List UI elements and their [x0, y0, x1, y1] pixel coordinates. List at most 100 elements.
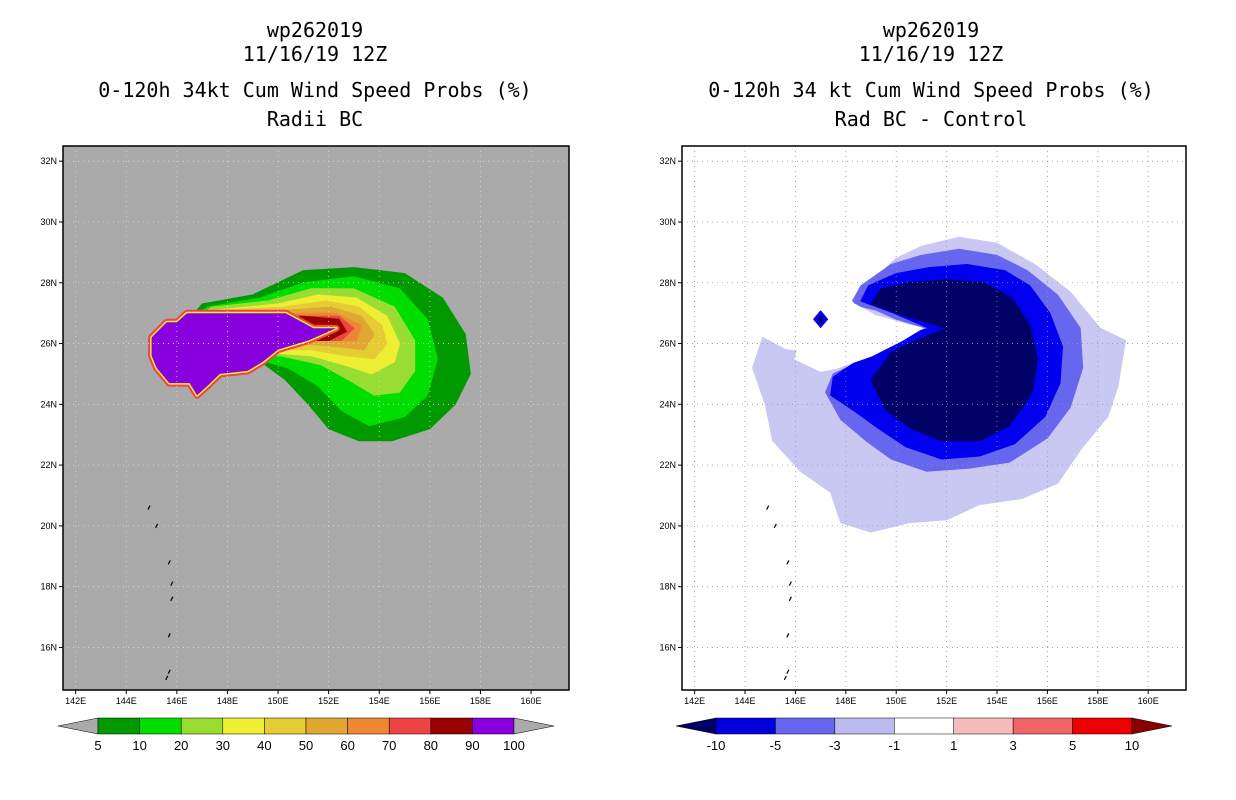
x-tick-label: 142E [65, 696, 86, 706]
x-tick-label: 144E [734, 696, 755, 706]
colorbar-swatch [1072, 717, 1133, 735]
x-tick-label: 160E [521, 696, 542, 706]
y-tick-label: 30N [659, 217, 676, 227]
x-tick-label: 144E [116, 696, 137, 706]
colorbar-swatch [472, 717, 515, 735]
left-title-block: wp262019 11/16/19 12Z 0-120h 34kt Cum Wi… [60, 18, 570, 131]
island-mark [788, 596, 792, 602]
y-tick-label: 18N [40, 582, 57, 592]
colorbar-low-arrow [57, 717, 99, 735]
island-mark [165, 675, 169, 681]
colorbar-swatch [222, 717, 265, 735]
colorbar-high-arrow [1131, 717, 1173, 735]
colorbar-swatch [97, 717, 140, 735]
x-tick-label: 154E [369, 696, 390, 706]
contour-level-100-core [151, 313, 337, 396]
x-tick-label: 152E [936, 696, 957, 706]
map-frame [62, 145, 570, 691]
probability-contours [668, 236, 1126, 681]
island-mark [786, 633, 790, 638]
map-frame [681, 145, 1187, 691]
island-mark [155, 523, 159, 529]
right-colorbar: -10 -5 -3 -1 1 3 5 10 [675, 717, 1173, 753]
y-tick-label: 28N [40, 278, 57, 288]
colorbar-label: 100 [503, 738, 525, 753]
colorbar-label: -1 [889, 738, 901, 753]
island-mark [147, 505, 151, 510]
colorbar-swatch [834, 717, 895, 735]
map-background [63, 146, 569, 690]
island-mark [766, 505, 770, 510]
grid-lines [682, 146, 1186, 690]
island-mark [788, 581, 792, 586]
island-mark [167, 560, 171, 565]
left-map-panel: 142E 144E 146E 148E 150E 152E 154E 156E 158E 160E… [40, 145, 570, 706]
x-tick-label: 156E [1037, 696, 1058, 706]
right-chart-title: 0-120h 34 kt Cum Wind Speed Probs (%) [708, 78, 1154, 102]
y-tick-label: 16N [40, 642, 57, 652]
x-tick-label: 146E [785, 696, 806, 706]
x-tick-label: 148E [835, 696, 856, 706]
colorbar-label: -3 [829, 738, 841, 753]
x-tick-label: 150E [886, 696, 907, 706]
island-mark [167, 669, 171, 675]
y-tick-label: 24N [659, 399, 676, 409]
y-tick-label: 24N [40, 399, 57, 409]
y-tick-label: 16N [659, 642, 676, 652]
colorbar-label: 40 [257, 738, 271, 753]
x-tick-label: 146E [166, 696, 187, 706]
y-tick-label: 32N [659, 156, 676, 166]
colorbar-label: 50 [299, 738, 313, 753]
right-chart-subtitle: Rad BC - Control [834, 107, 1028, 131]
colorbar-label: 20 [174, 738, 188, 753]
contour-level-neg10 [870, 279, 1038, 442]
y-tick-label: 18N [659, 582, 676, 592]
island-mark [170, 581, 174, 586]
colorbar-label: -5 [770, 738, 782, 753]
x-tick-label: 158E [470, 696, 491, 706]
colorbar-label: 5 [1069, 738, 1076, 753]
colorbar-swatch [305, 717, 348, 735]
y-tick-label: 32N [40, 156, 57, 166]
island-mark [49, 311, 51, 315]
island-mark [786, 669, 790, 675]
colorbar-label: 90 [465, 738, 479, 753]
x-tick-label: 148E [217, 696, 238, 706]
colorbar-label: -10 [707, 738, 726, 753]
x-tick-label: 156E [419, 696, 440, 706]
y-tick-label: 26N [40, 339, 57, 349]
island-mark [49, 320, 51, 324]
colorbar-label: 60 [340, 738, 354, 753]
y-tick-label: 26N [659, 339, 676, 349]
island-mark [167, 633, 171, 638]
near-zero-notch-0 [794, 293, 923, 372]
y-tick-label: 30N [40, 217, 57, 227]
right-map-panel: 142E 144E 146E 148E 150E 152E 154E 156E 158E 160E… [659, 145, 1187, 706]
x-tick-label: 142E [684, 696, 705, 706]
colorbar-label: 70 [382, 738, 396, 753]
colorbar-label: 5 [94, 738, 101, 753]
colorbar-label: 30 [216, 738, 230, 753]
colorbar-swatch [264, 717, 307, 735]
left-storm-id: wp262019 [266, 18, 364, 42]
x-tick-label: 158E [1087, 696, 1108, 706]
grid-lines [63, 146, 569, 690]
island-mark [668, 311, 670, 315]
right-datetime: 11/16/19 12Z [858, 42, 1004, 66]
probability-contours [49, 267, 471, 681]
colorbar-swatch [430, 717, 473, 735]
right-title-block: wp262019 11/16/19 12Z 0-120h 34 kt Cum W… [676, 18, 1186, 131]
left-colorbar: 5 10 20 30 40 50 60 70 80 90 100 [57, 717, 555, 753]
colorbar-swatch [139, 717, 182, 735]
colorbar-swatch [894, 717, 954, 735]
x-tick-label: 150E [268, 696, 289, 706]
colorbar-label: 10 [132, 738, 146, 753]
right-storm-id: wp262019 [882, 18, 980, 42]
island-mark [783, 675, 787, 681]
colorbar-label: 3 [1010, 738, 1017, 753]
colorbar-swatch [715, 717, 776, 735]
colorbar-label: 1 [950, 738, 957, 753]
colorbar-high-arrow [513, 717, 555, 735]
left-chart-title: 0-120h 34kt Cum Wind Speed Probs (%) [98, 78, 532, 102]
colorbar-label: 10 [1125, 738, 1139, 753]
